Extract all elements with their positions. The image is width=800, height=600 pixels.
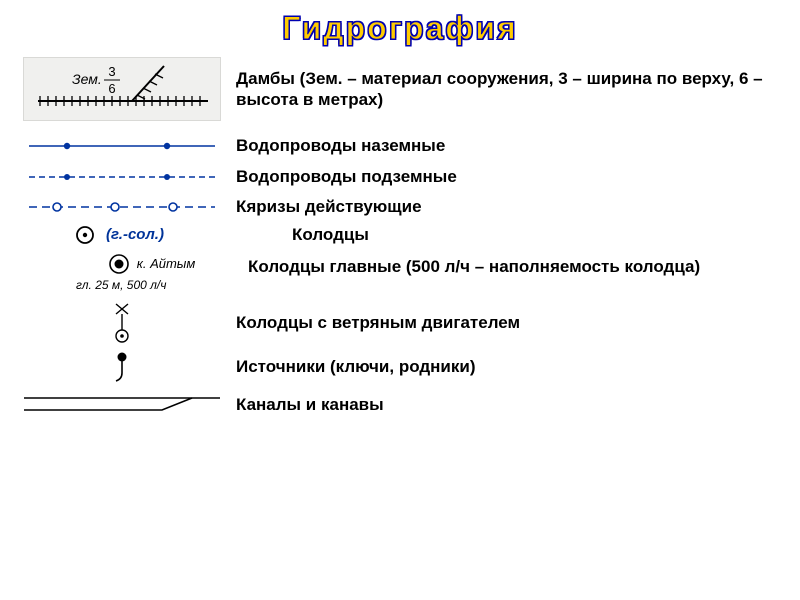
legend-row-pipes-underground: Водопроводы подземные [18, 166, 782, 187]
dam-frac-top: 3 [108, 64, 115, 79]
dam-frac-bot: 6 [108, 81, 115, 96]
legend-row-kyariz: Кяризы действующие [18, 196, 782, 218]
legend-rows: Зем. 3 6 Дамбы (Зем. – материал сооружен… [18, 57, 782, 420]
canal-icon [22, 390, 222, 420]
desc-canals: Каналы и канавы [226, 394, 782, 415]
desc-wells: Колодцы [282, 224, 782, 245]
pipes-surface-icon [27, 136, 217, 156]
symbol-dams: Зем. 3 6 [18, 57, 226, 121]
symbol-wells-wind [18, 302, 226, 344]
desc-wells-wind: Колодцы с ветряным двигателем [226, 312, 782, 333]
well-icon [74, 224, 96, 246]
well-note: (г.-сол.) [106, 226, 164, 243]
legend-row-wells: (г.-сол.) Колодцы [18, 224, 782, 246]
page: Гидрография [0, 0, 800, 600]
symbol-canals [18, 390, 226, 420]
desc-wells-main: Колодцы главные (500 л/ч – наполняемость… [238, 252, 782, 277]
legend-row-dams: Зем. 3 6 Дамбы (Зем. – материал сооружен… [18, 57, 782, 121]
symbol-pipes-underground [18, 167, 226, 187]
desc-dams: Дамбы (Зем. – материал сооружения, 3 – ш… [226, 68, 782, 111]
legend-row-springs: Источники (ключи, родники) [18, 350, 782, 384]
pipes-underground-icon [27, 167, 217, 187]
well-wind-icon [107, 302, 137, 344]
well-main-icon [107, 252, 131, 276]
legend-row-wells-main: к. Айтым гл. 25 м, 500 л/ч Колодцы главн… [18, 252, 782, 292]
dam-label: Зем. [72, 71, 102, 87]
desc-kyariz: Кяризы действующие [226, 196, 782, 217]
symbol-wells: (г.-сол.) [18, 224, 282, 246]
symbol-wells-main: к. Айтым гл. 25 м, 500 л/ч [18, 252, 238, 292]
dam-icon: Зем. 3 6 [23, 57, 221, 121]
desc-pipes-surface: Водопроводы наземные [226, 135, 782, 156]
legend-row-canals: Каналы и канавы [18, 390, 782, 420]
well-main-name: к. Айтым [137, 256, 196, 271]
page-title: Гидрография [18, 10, 782, 47]
legend-row-pipes-surface: Водопроводы наземные [18, 135, 782, 156]
symbol-springs [18, 350, 226, 384]
kyariz-icon [27, 196, 217, 218]
desc-pipes-underground: Водопроводы подземные [226, 166, 782, 187]
legend-row-wells-wind: Колодцы с ветряным двигателем [18, 302, 782, 344]
desc-springs: Источники (ключи, родники) [226, 356, 782, 377]
symbol-kyariz [18, 196, 226, 218]
well-main-sub: гл. 25 м, 500 л/ч [76, 278, 226, 292]
symbol-pipes-surface [18, 136, 226, 156]
spring-icon [110, 350, 134, 384]
